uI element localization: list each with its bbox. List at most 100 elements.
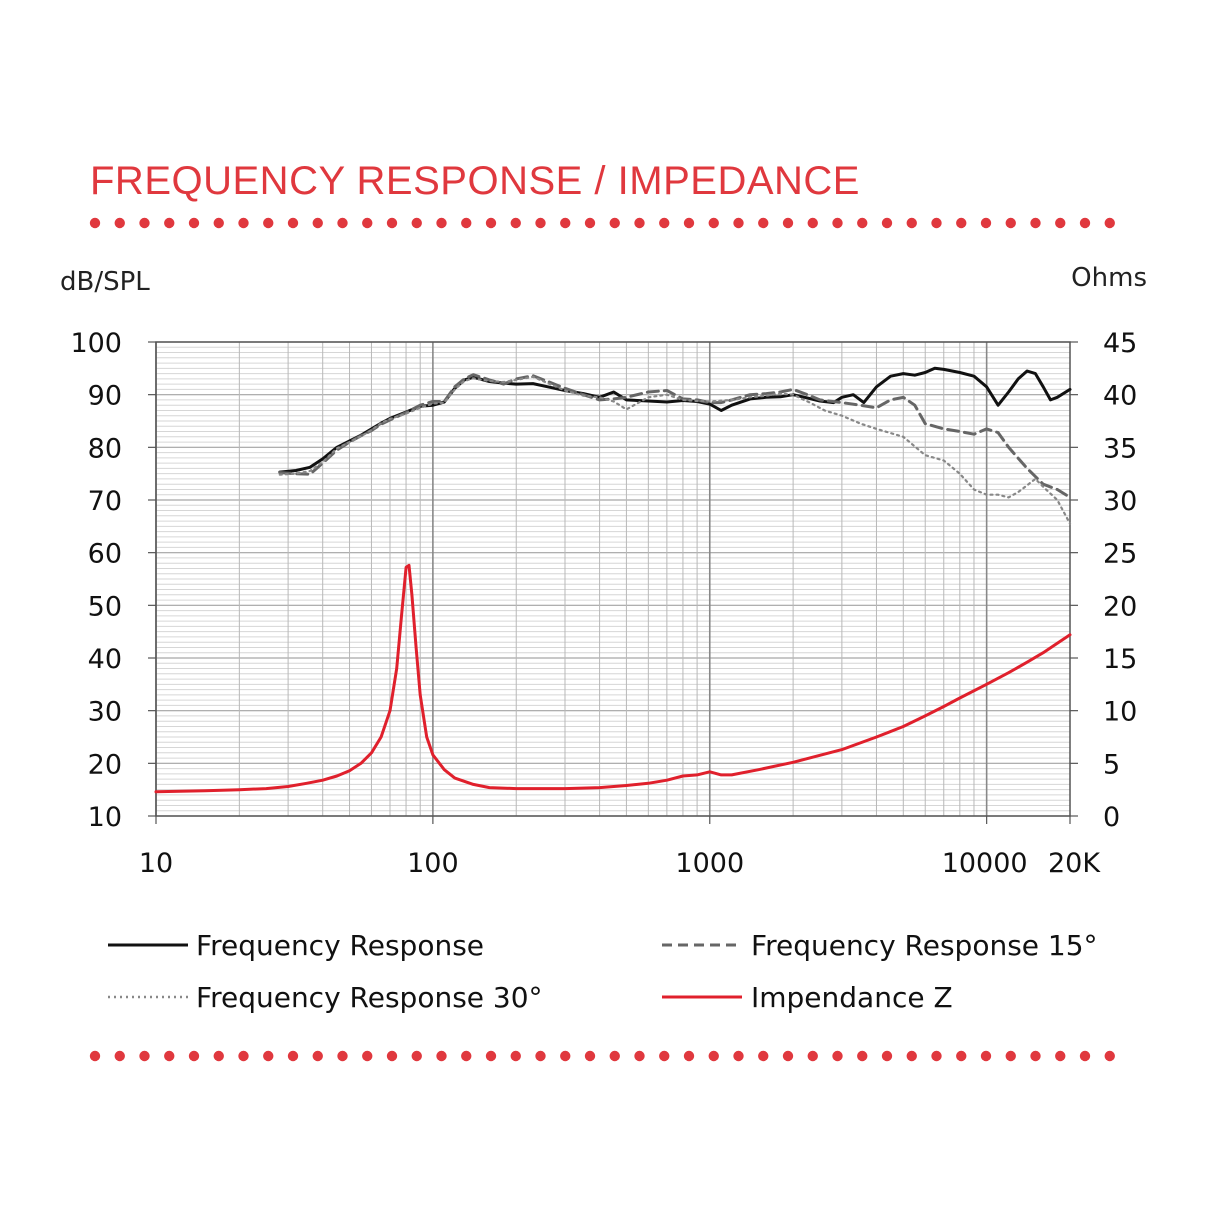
divider-dot <box>956 217 967 229</box>
divider-dot <box>832 1050 843 1062</box>
divider-dot <box>411 217 422 229</box>
divider-dot <box>758 217 769 229</box>
left-tick-label: 40 <box>88 644 122 675</box>
divider-dot <box>139 217 150 229</box>
left-tick-label: 10 <box>88 802 122 833</box>
right-tick-labels: 0 5 10 15 20 25 30 35 40 45 <box>1070 328 1137 833</box>
series-frequency-response-30 <box>278 375 1072 525</box>
divider-dot <box>609 217 620 229</box>
right-tick-label: 0 <box>1103 802 1120 833</box>
divider-dot <box>89 1050 101 1062</box>
divider-dot <box>164 1050 175 1062</box>
legend-label-frequency-response-15: Frequency Response 15° <box>751 929 1098 962</box>
divider-dot <box>1030 217 1041 229</box>
divider-dot <box>1104 217 1115 229</box>
divider-dot <box>931 217 942 229</box>
divider-dot <box>1005 1050 1016 1062</box>
divider-dot <box>213 1050 224 1062</box>
divider-dot <box>708 217 719 229</box>
right-tick-label: 5 <box>1103 749 1120 780</box>
left-tick-label: 20 <box>88 749 122 780</box>
plot-grid <box>155 341 1071 817</box>
divider-dot <box>1079 1050 1091 1062</box>
series-layer <box>154 366 1072 794</box>
x-tick-labels: 10 100 1000 10000 20K <box>139 816 1101 879</box>
divider-dot <box>931 1050 942 1062</box>
series-impedance <box>154 563 1072 794</box>
dotted-divider-bottom <box>89 1050 1115 1062</box>
divider-dot <box>114 217 125 229</box>
divider-dot <box>238 1050 249 1062</box>
divider-dot <box>485 217 497 229</box>
divider-dot <box>659 217 670 229</box>
left-axis-label: dB/SPL <box>60 267 150 297</box>
x-tick-label: 20K <box>1048 848 1101 879</box>
left-tick-labels: 10 20 30 40 50 60 70 80 90 100 <box>70 328 156 833</box>
x-tick-label: 10 <box>139 848 173 879</box>
right-tick-label: 15 <box>1103 644 1137 675</box>
divider-dot <box>857 217 868 229</box>
divider-dot <box>1030 1050 1041 1062</box>
divider-dot <box>312 1050 323 1062</box>
legend-label-frequency-response-30: Frequency Response 30° <box>196 981 543 1014</box>
left-tick-label: 100 <box>70 328 122 359</box>
right-tick-label: 35 <box>1103 433 1137 464</box>
divider-dot <box>1005 217 1016 229</box>
divider-dot <box>386 217 398 229</box>
left-tick-label: 30 <box>88 697 122 728</box>
divider-dot <box>906 217 917 229</box>
divider-dot <box>510 1050 521 1062</box>
divider-dot <box>758 1050 769 1062</box>
divider-dot <box>659 1050 670 1062</box>
left-tick-label: 80 <box>88 433 122 464</box>
divider-dot <box>114 1050 125 1062</box>
series-frequency-response <box>278 366 1072 474</box>
plot-frame <box>155 341 1071 817</box>
divider-dot <box>881 217 893 229</box>
divider-dot <box>139 1050 150 1062</box>
divider-dot <box>535 217 546 229</box>
divider-dot <box>436 1050 447 1062</box>
divider-dot <box>386 1050 398 1062</box>
legend: Frequency Response Frequency Response 15… <box>108 929 1098 1014</box>
divider-dot <box>238 217 249 229</box>
divider-dot <box>461 217 472 229</box>
divider-dot <box>188 217 200 229</box>
divider-dot <box>1055 217 1066 229</box>
right-tick-label: 10 <box>1103 697 1137 728</box>
divider-dot <box>485 1050 497 1062</box>
right-tick-label: 40 <box>1103 381 1137 412</box>
left-tick-label: 90 <box>88 381 122 412</box>
divider-dot <box>213 217 224 229</box>
divider-dot <box>881 1050 893 1062</box>
left-tick-label: 70 <box>88 486 122 517</box>
divider-dot <box>906 1050 917 1062</box>
divider-dot <box>436 217 447 229</box>
divider-dot <box>164 217 175 229</box>
divider-dot <box>287 1050 299 1062</box>
divider-dot <box>312 217 323 229</box>
divider-dot <box>337 1050 348 1062</box>
divider-dot <box>980 217 992 229</box>
divider-dot <box>980 1050 992 1062</box>
divider-dot <box>683 1050 695 1062</box>
right-tick-label: 25 <box>1103 539 1137 570</box>
divider-dot <box>733 217 744 229</box>
divider-dot <box>263 1050 274 1062</box>
divider-dot <box>362 1050 373 1062</box>
divider-dot <box>634 217 645 229</box>
divider-dot <box>956 1050 967 1062</box>
divider-dot <box>584 1050 596 1062</box>
divider-dot <box>1055 1050 1066 1062</box>
divider-dot <box>832 217 843 229</box>
divider-dot <box>683 217 695 229</box>
divider-dot <box>535 1050 546 1062</box>
divider-dot <box>1079 217 1091 229</box>
right-tick-label: 30 <box>1103 486 1137 517</box>
left-tick-label: 50 <box>88 591 122 622</box>
left-tick-label: 60 <box>88 539 122 570</box>
legend-label-frequency-response: Frequency Response <box>196 929 484 962</box>
legend-label-impedance: Impendance Z <box>751 981 953 1014</box>
right-axis-label: Ohms <box>1071 263 1147 293</box>
